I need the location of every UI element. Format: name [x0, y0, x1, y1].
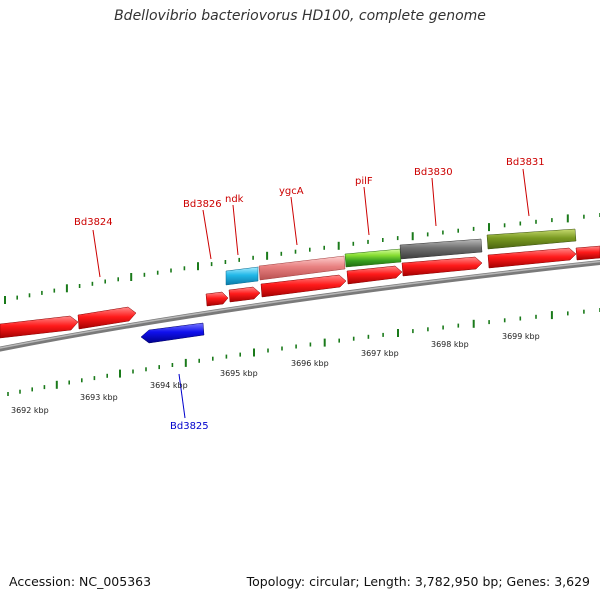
gene-label-Bd3831: Bd3831	[506, 157, 545, 168]
gene-block-Bd3831	[486, 228, 577, 250]
gene-arrow-red	[77, 306, 137, 330]
gene-arrow-red	[401, 256, 483, 277]
gene-arrow-red	[346, 265, 403, 285]
gene-arrow-red	[228, 286, 261, 303]
gene-block-Bd3830	[399, 238, 483, 260]
scale-label: 3699 kbp	[502, 332, 540, 341]
gene-label-Bd3824: Bd3824	[74, 217, 113, 228]
gene-label-pilF: pilF	[355, 176, 373, 187]
genome-backbone	[0, 260, 600, 352]
gene-arrow-red	[260, 274, 347, 298]
gene-block-ndk	[225, 266, 259, 286]
scale-label: 3694 kbp	[150, 381, 188, 390]
accession-label: Accession: NC_005363	[9, 574, 152, 589]
scale-label: 3697 kbp	[361, 349, 399, 358]
label-leader-lines	[92, 168, 530, 419]
scale-label: 3695 kbp	[220, 369, 258, 378]
scale-label: 3692 kbp	[11, 406, 49, 415]
gene-label-ygcA: ygcA	[279, 186, 304, 197]
tick-track-bottom	[7, 308, 600, 396]
map-title: Bdellovibrio bacteriovorus HD100, comple…	[114, 8, 486, 24]
gene-label-Bd3826: Bd3826	[183, 199, 222, 210]
gene-arrow-blue	[140, 322, 205, 344]
gene-arrow-red	[0, 315, 79, 339]
scale-label: 3698 kbp	[431, 340, 469, 349]
gene-arrow-red	[487, 247, 577, 269]
gene-label-Bd3825: Bd3825	[170, 421, 209, 432]
gene-label-ndk: ndk	[225, 194, 244, 205]
gene-arrow-red	[575, 245, 600, 261]
scale-label: 3693 kbp	[80, 393, 118, 402]
gene-block-ygcA	[258, 255, 346, 281]
gene-label-Bd3830: Bd3830	[414, 167, 453, 178]
scale-label: 3696 kbp	[291, 359, 329, 368]
genome-backbone-highlight	[0, 260, 600, 349]
genome-summary: Topology: circular; Length: 3,782,950 bp…	[246, 574, 590, 589]
tick-track-top	[4, 213, 600, 304]
gene-block-pilF	[344, 248, 402, 268]
gene-arrow-red	[205, 291, 229, 307]
